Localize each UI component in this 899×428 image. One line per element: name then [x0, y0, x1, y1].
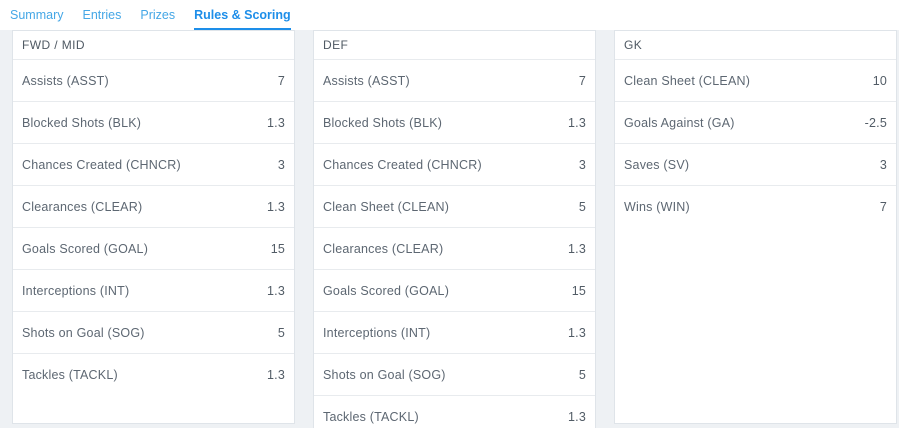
- scoring-table-def: DEF Assists (ASST) 7 Blocked Shots (BLK)…: [313, 30, 596, 428]
- rule-label: Goals Scored (GOAL): [323, 283, 450, 298]
- rule-label: Chances Created (CHNCR): [323, 157, 482, 172]
- rule-value: 5: [578, 367, 586, 382]
- scoring-rule-row: Blocked Shots (BLK) 1.3: [314, 101, 595, 143]
- scoring-rule-row: Shots on Goal (SOG) 5: [314, 353, 595, 395]
- rule-label: Tackles (TACKL): [22, 367, 118, 382]
- scoring-rows-gk: Clean Sheet (CLEAN) 10 Goals Against (GA…: [615, 59, 896, 227]
- scoring-rule-row: Clean Sheet (CLEAN) 10: [615, 59, 896, 101]
- scoring-rule-row: Assists (ASST) 7: [314, 59, 595, 101]
- rule-value: 3: [277, 157, 285, 172]
- rule-label: Interceptions (INT): [22, 283, 130, 298]
- scoring-rule-row: Clean Sheet (CLEAN) 5: [314, 185, 595, 227]
- rule-label: Shots on Goal (SOG): [323, 367, 446, 382]
- rule-value: 15: [270, 241, 285, 256]
- rule-label: Goals Against (GA): [624, 115, 735, 130]
- tab-label: Summary: [10, 7, 64, 22]
- rule-label: Blocked Shots (BLK): [323, 115, 443, 130]
- scoring-rule-row: Chances Created (CHNCR) 3: [314, 143, 595, 185]
- scoring-rule-row: Chances Created (CHNCR) 3: [13, 143, 294, 185]
- rule-value: 7: [277, 73, 285, 88]
- scoring-table-gk: GK Clean Sheet (CLEAN) 10 Goals Against …: [614, 30, 897, 424]
- scoring-rule-row: Clearances (CLEAR) 1.3: [314, 227, 595, 269]
- rule-value: 1.3: [267, 283, 285, 298]
- rule-value: 7: [578, 73, 586, 88]
- tab-label: Entries: [82, 7, 122, 22]
- rule-label: Assists (ASST): [323, 73, 410, 88]
- scoring-rows-fwd-mid: Assists (ASST) 7 Blocked Shots (BLK) 1.3…: [13, 59, 294, 395]
- rule-label: Interceptions (INT): [323, 325, 431, 340]
- column-header-gk: GK: [624, 38, 643, 52]
- rule-value: 1.3: [568, 325, 586, 340]
- rule-label: Goals Scored (GOAL): [22, 241, 149, 256]
- rule-value: 10: [872, 73, 887, 88]
- rule-value: 15: [571, 283, 586, 298]
- tab-label: Rules & Scoring: [194, 7, 291, 22]
- rule-value: 1.3: [568, 241, 586, 256]
- rule-label: Tackles (TACKL): [323, 409, 419, 424]
- rule-value: -2.5: [864, 115, 887, 130]
- rule-value: 3: [879, 157, 887, 172]
- rule-value: 3: [578, 157, 586, 172]
- rule-label: Chances Created (CHNCR): [22, 157, 181, 172]
- tab-label: Prizes: [140, 7, 176, 22]
- rule-label: Saves (SV): [624, 157, 690, 172]
- rule-value: 1.3: [568, 115, 586, 130]
- scoring-rule-row: Goals Against (GA) -2.5: [615, 101, 896, 143]
- scoring-rule-row: Blocked Shots (BLK) 1.3: [13, 101, 294, 143]
- scoring-rule-row: Tackles (TACKL) 1.3: [13, 353, 294, 395]
- scoring-rule-row: Tackles (TACKL) 1.3: [314, 395, 595, 428]
- tab-prizes[interactable]: Prizes: [140, 0, 175, 30]
- scoring-rule-row: Clearances (CLEAR) 1.3: [13, 185, 294, 227]
- rule-label: Clearances (CLEAR): [323, 241, 444, 256]
- scoring-rule-row: Interceptions (INT) 1.3: [13, 269, 294, 311]
- scoring-rule-row: Wins (WIN) 7: [615, 185, 896, 227]
- rule-value: 1.3: [267, 367, 285, 382]
- tab-rules-scoring[interactable]: Rules & Scoring: [194, 0, 291, 30]
- column-header-fwd-mid: FWD / MID: [22, 38, 85, 52]
- rule-label: Clearances (CLEAR): [22, 199, 143, 214]
- scoring-content: FWD / MID Assists (ASST) 7 Blocked Shots…: [0, 30, 899, 428]
- scoring-rows-def: Assists (ASST) 7 Blocked Shots (BLK) 1.3…: [314, 59, 595, 428]
- tab-bar: Summary Entries Prizes Rules & Scoring: [0, 0, 899, 30]
- tab-summary[interactable]: Summary: [10, 0, 63, 30]
- rule-label: Blocked Shots (BLK): [22, 115, 142, 130]
- rule-value: 5: [277, 325, 285, 340]
- rule-value: 1.3: [568, 409, 586, 424]
- scoring-rule-row: Assists (ASST) 7: [13, 59, 294, 101]
- rule-value: 7: [879, 199, 887, 214]
- rule-label: Assists (ASST): [22, 73, 109, 88]
- rule-label: Shots on Goal (SOG): [22, 325, 145, 340]
- scoring-rule-row: Goals Scored (GOAL) 15: [314, 269, 595, 311]
- rule-value: 1.3: [267, 115, 285, 130]
- column-header-def: DEF: [323, 38, 349, 52]
- scoring-rule-row: Shots on Goal (SOG) 5: [13, 311, 294, 353]
- scoring-rule-row: Saves (SV) 3: [615, 143, 896, 185]
- tab-entries[interactable]: Entries: [82, 0, 121, 30]
- rule-label: Clean Sheet (CLEAN): [323, 199, 450, 214]
- rule-label: Clean Sheet (CLEAN): [624, 73, 751, 88]
- rule-value: 1.3: [267, 199, 285, 214]
- scoring-rule-row: Interceptions (INT) 1.3: [314, 311, 595, 353]
- rule-label: Wins (WIN): [624, 199, 690, 214]
- scoring-rule-row: Goals Scored (GOAL) 15: [13, 227, 294, 269]
- scoring-table-fwd-mid: FWD / MID Assists (ASST) 7 Blocked Shots…: [12, 30, 295, 424]
- rule-value: 5: [578, 199, 586, 214]
